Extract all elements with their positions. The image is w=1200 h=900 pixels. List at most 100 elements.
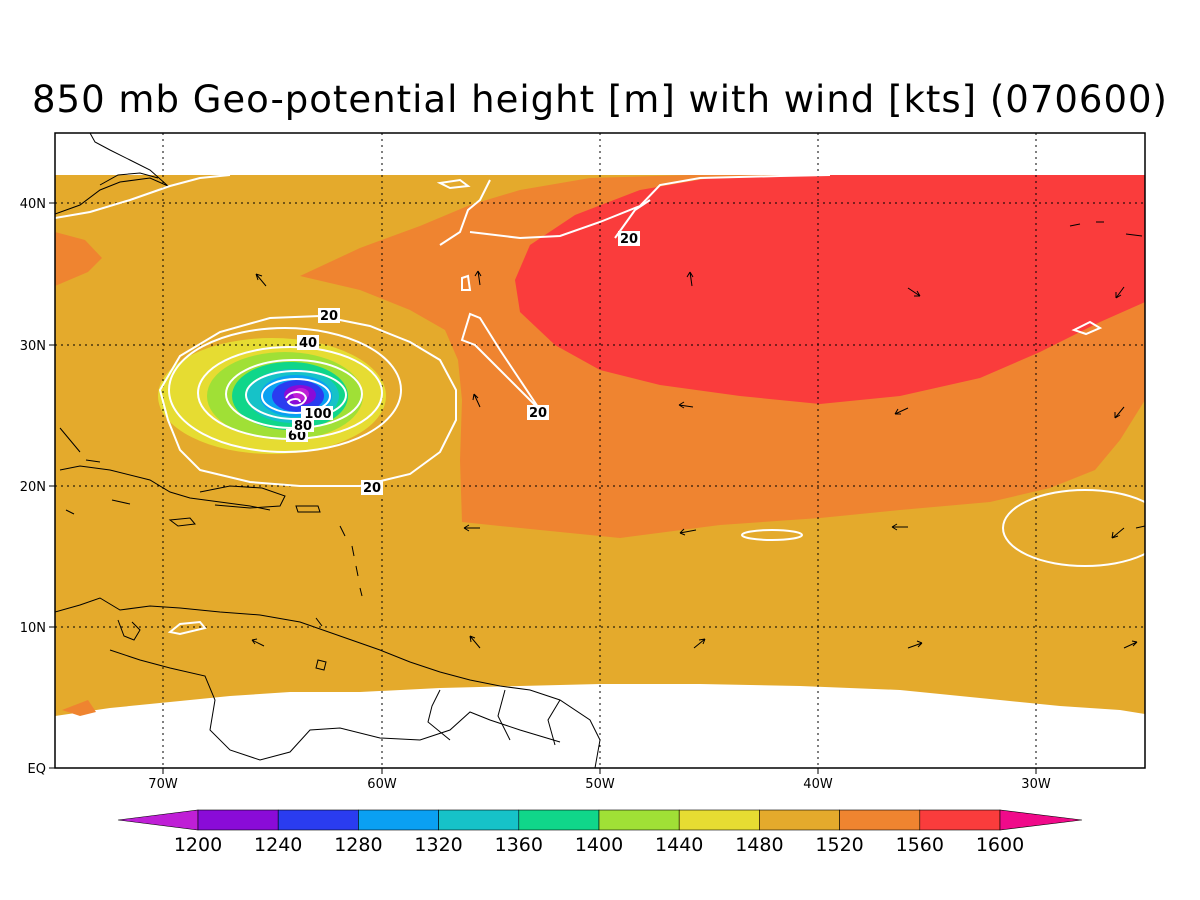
wind-arrow — [679, 528, 697, 536]
graticule — [55, 133, 1145, 768]
wind-contour-labels: 20 20 20 20 40 60 80 100 — [286, 231, 640, 496]
wind-arrow — [894, 407, 909, 415]
tick-marks — [49, 202, 1037, 774]
wind-contour-20-sw — [167, 620, 207, 636]
height-band-1520-sw — [62, 700, 96, 716]
wind-arrow — [1069, 221, 1143, 237]
lon-label-50w: 50W — [585, 777, 615, 792]
contour-label-100: 100 — [301, 406, 333, 422]
colorbar-segment — [438, 809, 520, 831]
wind-arrow — [255, 273, 267, 287]
colorbar-segment — [678, 809, 760, 831]
svg-text:60: 60 — [288, 429, 306, 444]
lat-label-30n: 30N — [20, 339, 46, 354]
coast-cuba — [59, 465, 271, 511]
svg-text:20: 20 — [363, 481, 381, 496]
colorbar-segment — [518, 809, 600, 831]
wind-arrow — [907, 287, 921, 297]
svg-text:20: 20 — [620, 232, 638, 247]
wind-contour-20-east — [1002, 489, 1145, 567]
colorbar-label: 1520 — [815, 834, 863, 856]
coast-bahamas — [59, 427, 131, 515]
svg-text:100: 100 — [304, 407, 331, 422]
colorbar-over-triangle — [999, 809, 1083, 831]
lon-label-30w: 30W — [1021, 777, 1051, 792]
wind-arrow — [686, 271, 694, 287]
colorbar-label: 1440 — [655, 834, 703, 856]
colorbar-label: 1560 — [896, 834, 944, 856]
wind-arrow — [907, 640, 923, 649]
lat-label-20n: 20N — [20, 480, 46, 495]
wind-contours — [55, 174, 1145, 636]
wind-arrow — [472, 393, 481, 408]
colorbar: 1200 1240 1280 1320 1360 1400 1440 1480 1520 1560… — [117, 809, 1083, 856]
colorbar-label: 1360 — [495, 834, 543, 856]
colorbar-label: 1240 — [254, 834, 302, 856]
colorbar-label: 1200 — [174, 834, 222, 856]
wind-contour-20-islet2 — [436, 178, 471, 190]
colorbar-segment — [839, 809, 921, 831]
colorbar-segment — [197, 809, 279, 831]
wind-arrow — [251, 638, 265, 647]
lon-labels: 70W 60W 50W 40W 30W — [148, 777, 1051, 792]
height-band-1520-west — [55, 232, 102, 286]
wind-arrows — [251, 221, 1146, 649]
svg-text:80: 80 — [294, 419, 312, 434]
wind-arrow — [1115, 286, 1125, 299]
lat-labels: 40N 30N 20N 10N EQ — [20, 197, 46, 777]
wind-contour-40 — [168, 327, 402, 453]
wind-arrow — [693, 638, 706, 649]
wind-arrow — [1135, 525, 1146, 529]
colorbar-label: 1600 — [976, 834, 1024, 856]
contour-label-40: 40 — [297, 335, 319, 351]
coast-south-america — [55, 597, 601, 768]
colorbar-under-triangle — [117, 809, 199, 831]
wind-arrow — [891, 523, 908, 531]
lat-label-40n: 40N — [20, 197, 46, 212]
wind-contour-20-strip — [460, 312, 541, 411]
colorbar-segment — [598, 809, 680, 831]
wind-contour-20-islet — [461, 274, 472, 291]
wind-contour-120 — [261, 378, 331, 414]
coast-lesser-antilles — [315, 525, 363, 627]
colorbar-segment — [358, 809, 439, 831]
coast-trinidad — [315, 659, 327, 671]
contour-label-80: 80 — [292, 419, 314, 434]
colorbar-segment — [277, 809, 359, 831]
svg-text:20: 20 — [529, 406, 547, 421]
contour-label-20-c: 20 — [618, 231, 640, 247]
colorbar-label: 1400 — [575, 834, 623, 856]
wind-arrow — [1114, 406, 1125, 419]
coast-maracaibo — [117, 619, 141, 641]
coastlines — [55, 133, 601, 768]
svg-text:40: 40 — [299, 336, 317, 351]
colorbar-label: 1320 — [414, 834, 462, 856]
wind-contour-20-hurricane — [158, 314, 457, 487]
wind-arrow — [474, 270, 482, 286]
wind-arrow — [1111, 527, 1125, 539]
wind-contour-20-lower — [614, 199, 651, 239]
coast-nova-scotia — [99, 172, 159, 186]
page-title: 850 mb Geo-potential height [m] with win… — [32, 78, 1168, 121]
wind-contour-20-north — [55, 174, 231, 219]
lat-label-10n: 10N — [20, 621, 46, 636]
wind-contour-20-small — [741, 529, 803, 541]
contour-label-60: 60 — [286, 429, 308, 444]
contour-label-20-d: 20 — [527, 405, 549, 421]
wind-arrow — [463, 524, 480, 532]
colorbar-segment — [919, 809, 1001, 831]
svg-text:20: 20 — [320, 309, 338, 324]
coast-jamaica — [168, 517, 196, 527]
colorbar-label: 1280 — [334, 834, 382, 856]
colorbar-label: 1480 — [735, 834, 783, 856]
colorbar-segment — [759, 809, 840, 831]
wind-arrow — [469, 635, 481, 649]
height-band-1560 — [515, 175, 1145, 404]
lat-label-eq: EQ — [28, 762, 46, 777]
coast-guyana-borders — [427, 689, 561, 746]
lon-label-70w: 70W — [148, 777, 178, 792]
contour-label-20-a: 20 — [318, 308, 340, 324]
lon-label-60w: 60W — [367, 777, 397, 792]
wind-arrow — [1123, 640, 1138, 649]
